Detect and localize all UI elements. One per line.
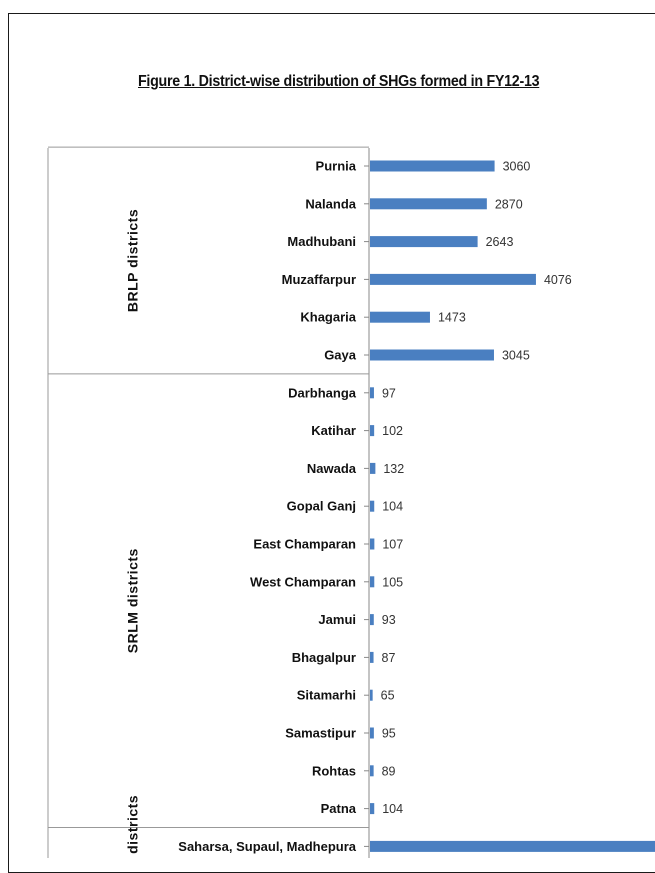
bar-khagaria <box>370 311 430 323</box>
value-label-khagaria: 1473 <box>438 311 466 325</box>
value-label-rohtas: 89 <box>382 764 396 778</box>
bar-gopal-ganj <box>370 500 375 512</box>
chart-axes <box>47 146 370 858</box>
value-label-sitamarhi: 65 <box>381 689 395 703</box>
value-label-madhubani: 2643 <box>486 235 514 249</box>
bar-east-champaran <box>370 538 375 550</box>
category-labels: Purnia Nalanda Madhubani Muzaffarpur Khagari… <box>178 159 356 854</box>
category-label-saharsa-supaul-madhepura: Saharsa, Supaul, Madhepura <box>178 839 356 854</box>
category-label-purnia: Purnia <box>316 159 357 174</box>
bar-bhagalpur <box>370 651 374 663</box>
value-label-darbhanga: 97 <box>382 386 396 400</box>
category-label-samastipur: Samastipur <box>285 726 356 741</box>
bar-purnia <box>370 160 495 172</box>
value-label-patna: 104 <box>382 802 403 816</box>
category-label-east-champaran: East Champaran <box>253 537 356 552</box>
category-label-gaya: Gaya <box>324 348 357 363</box>
category-label-patna: Patna <box>321 801 357 816</box>
category-label-west-champaran: West Champaran <box>250 574 356 589</box>
category-label-sitamarhi: Sitamarhi <box>297 688 356 703</box>
value-label-east-champaran: 107 <box>382 538 403 552</box>
bar-nawada <box>370 462 376 474</box>
value-label-bhagalpur: 87 <box>382 651 396 665</box>
bar-nalanda <box>370 198 487 210</box>
value-label-katihar: 102 <box>382 424 403 438</box>
bar-saharsa-supaul-madhepura <box>370 840 655 852</box>
group-label-srlm-districts: SRLM districts <box>125 548 141 653</box>
bar-katihar <box>370 425 375 437</box>
value-label-nawada: 132 <box>383 462 404 476</box>
value-label-samastipur: 95 <box>382 727 396 741</box>
category-label-khagaria: Khagaria <box>300 310 356 325</box>
bar-rohtas <box>370 765 374 777</box>
bar-madhubani <box>370 236 478 248</box>
group-label-brlp-districts: BRLP districts <box>125 209 141 312</box>
category-label-jamui: Jamui <box>318 612 356 627</box>
category-label-gopal-ganj: Gopal Ganj <box>287 499 356 514</box>
bar-sitamarhi <box>370 689 373 701</box>
bar-gaya <box>370 349 494 361</box>
bars <box>370 160 655 852</box>
value-label-gopal-ganj: 104 <box>382 500 403 514</box>
chart-title: Figure 1. District-wise distribution of … <box>138 73 540 90</box>
value-label-nalanda: 2870 <box>495 197 523 211</box>
bar-jamui <box>370 614 374 626</box>
bar-darbhanga <box>370 387 374 399</box>
value-labels: 3060 2870 2643 4076 1473 3045 97 102 132 104 107 10… <box>381 160 572 817</box>
category-label-madhubani: Madhubani <box>287 234 356 249</box>
value-label-gaya: 3045 <box>502 349 530 363</box>
value-label-jamui: 93 <box>382 613 396 627</box>
bar-patna <box>370 803 375 815</box>
category-label-muzaffarpur: Muzaffarpur <box>282 272 356 287</box>
bar-west-champaran <box>370 576 375 588</box>
category-label-katihar: Katihar <box>311 423 356 438</box>
bar-samastipur <box>370 727 374 739</box>
category-label-darbhanga: Darbhanga <box>288 385 357 400</box>
value-label-purnia: 3060 <box>503 160 531 174</box>
value-label-west-champaran: 105 <box>382 575 403 589</box>
value-label-muzaffarpur: 4076 <box>544 273 572 287</box>
bar-muzaffarpur <box>370 273 536 285</box>
group-label-kosi-districts: Kosi districts <box>125 795 141 858</box>
group-labels: BRLP districts SRLM districts Kosi distric… <box>125 209 141 858</box>
category-label-nawada: Nawada <box>307 461 357 476</box>
category-label-nalanda: Nalanda <box>305 196 356 211</box>
category-label-bhagalpur: Bhagalpur <box>292 650 356 665</box>
category-label-rohtas: Rohtas <box>312 763 356 778</box>
